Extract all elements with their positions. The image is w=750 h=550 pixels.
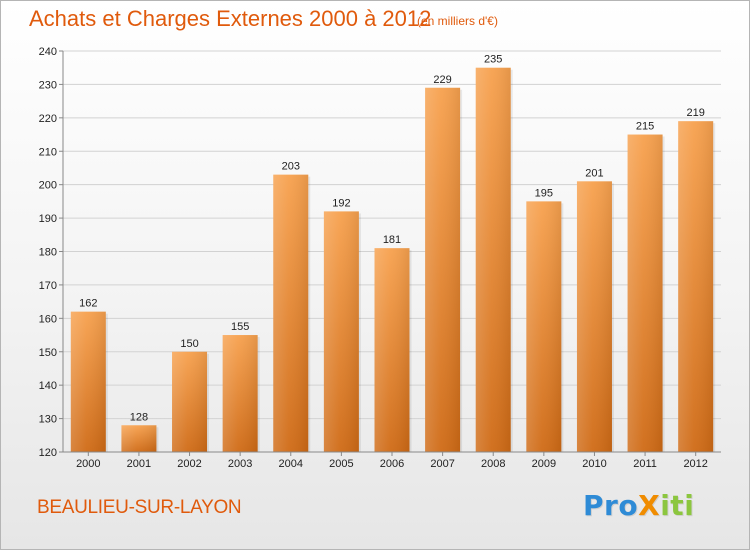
value-label: 150 [180, 338, 198, 350]
y-tick-label: 200 [39, 180, 57, 192]
bar-highlight [374, 248, 410, 452]
bar-highlight [222, 335, 258, 452]
value-label: 192 [332, 197, 350, 209]
x-tick-label: 2006 [380, 458, 404, 470]
bar-highlight [70, 311, 106, 452]
bar-highlight [172, 351, 208, 452]
proxiti-logo[interactable]: ProXiti [583, 489, 694, 522]
value-label: 219 [687, 107, 705, 119]
bar-highlight [627, 134, 663, 452]
logo-letter: X [638, 489, 661, 522]
x-tick-label: 2000 [76, 458, 100, 470]
value-label: 229 [433, 74, 451, 86]
bars: 162 128 150 155 203 192 181 229 235 195 201 215 219 [70, 54, 716, 453]
y-tick-label: 120 [39, 447, 57, 459]
value-label: 195 [535, 187, 553, 199]
y-tick-label: 130 [39, 414, 57, 426]
value-label: 181 [383, 234, 401, 246]
y-tick-label: 230 [39, 79, 57, 91]
x-tick-label: 2007 [430, 458, 454, 470]
y-tick-label: 180 [39, 247, 57, 259]
y-tick-label: 220 [39, 113, 57, 125]
logo-letter: t [670, 489, 685, 522]
value-label: 128 [130, 411, 148, 423]
y-tick-label: 140 [39, 380, 57, 392]
place-name: BEAULIEU-SUR-LAYON [37, 497, 242, 518]
x-tick-label: 2005 [329, 458, 353, 470]
bar-highlight [273, 174, 309, 452]
logo-letter: i [660, 489, 671, 522]
x-tick-label: 2001 [127, 458, 151, 470]
logo-letter: o [618, 489, 639, 522]
value-label: 162 [79, 298, 97, 310]
y-tick-label: 150 [39, 347, 57, 359]
y-tick-label: 160 [39, 313, 57, 325]
x-tick-label: 2003 [228, 458, 252, 470]
x-tick-label: 2010 [582, 458, 606, 470]
x-tick-label: 2002 [177, 458, 201, 470]
y-axis: 120 130 140 150 160 170 180 190 200 210 220 230 240 [39, 46, 64, 459]
chart-subtitle: (en milliers d'€) [417, 14, 498, 28]
value-label: 235 [484, 54, 502, 66]
x-axis: 2000 2001 2002 2003 2004 2005 2006 2007 2008 2009… [63, 451, 721, 470]
value-label: 155 [231, 321, 249, 333]
bar-highlight [121, 425, 157, 452]
x-tick-label: 2008 [481, 458, 505, 470]
bar-chart: 120130140150160170180190200210220230240 … [39, 46, 721, 470]
logo-letter: P [583, 489, 605, 522]
logo-letter: i [684, 489, 695, 522]
chart-title: Achats et Charges Externes 2000 à 2012 [29, 6, 432, 31]
bar-highlight [425, 87, 461, 452]
x-tick-label: 2011 [633, 458, 657, 470]
y-tick-label: 170 [39, 280, 57, 292]
x-tick-label: 2012 [683, 458, 707, 470]
value-label: 201 [585, 167, 603, 179]
bar-highlight [526, 201, 562, 452]
value-label: 203 [282, 161, 300, 173]
bar-highlight [323, 211, 359, 452]
y-tick-label: 210 [39, 146, 57, 158]
x-tick-label: 2004 [279, 458, 303, 470]
y-tick-label: 190 [39, 213, 57, 225]
bar-highlight [576, 181, 612, 452]
bar-highlight [678, 121, 714, 453]
logo-letter: r [604, 489, 619, 522]
bar-highlight [475, 67, 511, 452]
x-tick-label: 2009 [532, 458, 556, 470]
value-label: 215 [636, 121, 654, 133]
y-tick-label: 240 [39, 46, 57, 58]
